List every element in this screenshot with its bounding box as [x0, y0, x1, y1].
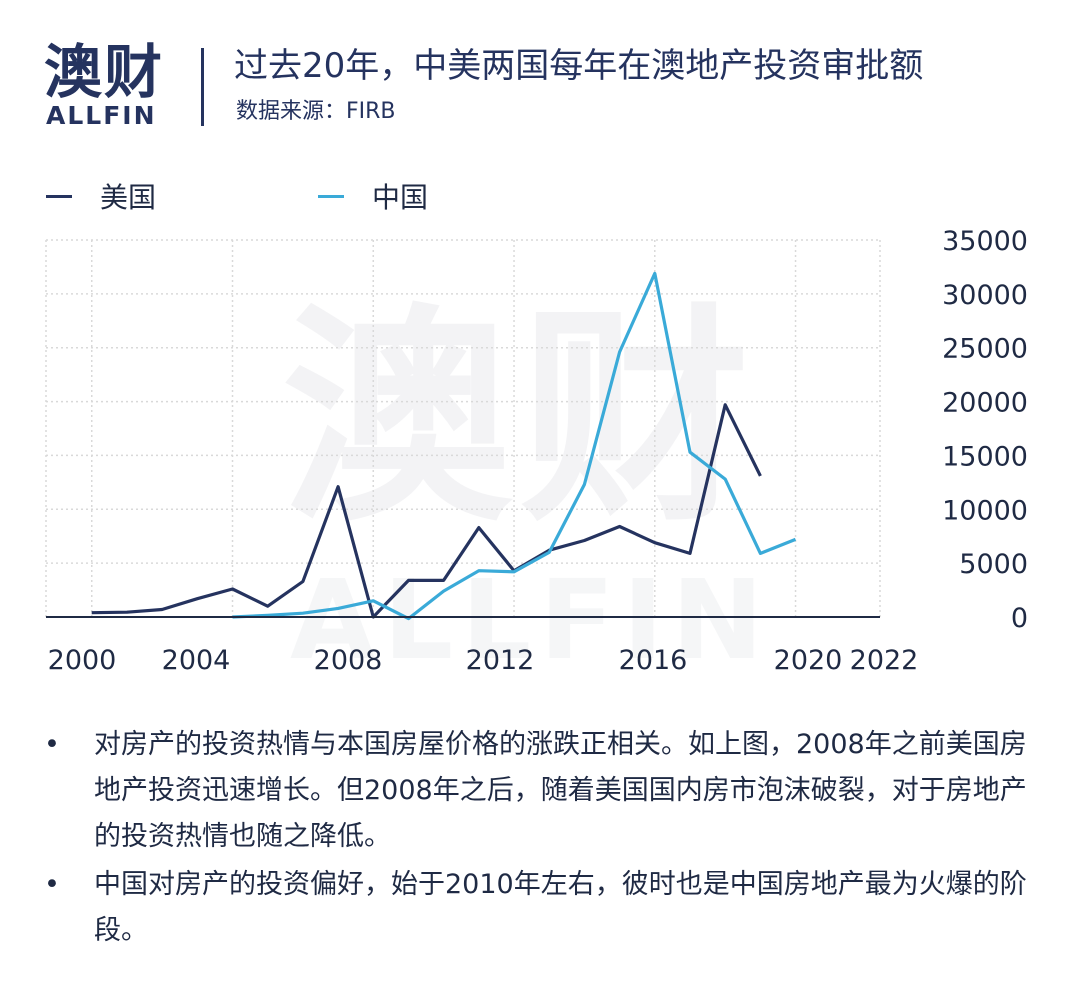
logo-divider: [201, 48, 204, 126]
y-tick-label: 25000: [942, 334, 1028, 365]
note-text: 中国对房产的投资偏好，始于2010年左右，彼时也是中国房地产最为火爆的阶段。: [94, 869, 1027, 946]
note-item: • 对房产的投资热情与本国房屋价格的涨跌正相关。如上图，2008年之前美国房地产投…: [44, 722, 1044, 860]
bullet-icon: •: [44, 869, 60, 900]
line-chart: 0 5000 10000 15000 20000 25000 30000 35000 2000 2…: [45, 226, 1028, 676]
logo-cn: 澳财: [44, 38, 165, 106]
legend-swatch-usa: [46, 194, 72, 198]
legend-label-usa: 美国: [100, 181, 157, 214]
logo-en: ALLFIN: [46, 101, 157, 130]
x-tick-label: 2004: [162, 645, 231, 676]
data-source: 数据来源：FIRB: [236, 99, 396, 124]
x-tick-label: 2022: [850, 645, 919, 676]
note-item: • 中国对房产的投资偏好，始于2010年左右，彼时也是中国房地产最为火爆的阶段。: [44, 862, 1044, 954]
x-tick-label: 2020: [774, 645, 843, 676]
note-text: 对房产的投资热情与本国房屋价格的涨跌正相关。如上图，2008年之前美国房地产投资…: [94, 729, 1027, 852]
notes-list: • 对房产的投资热情与本国房屋价格的涨跌正相关。如上图，2008年之前美国房地产投…: [44, 722, 1044, 956]
y-tick-label: 30000: [942, 280, 1028, 311]
x-tick-label: 2012: [466, 645, 535, 676]
y-tick-label: 5000: [959, 549, 1028, 580]
series-line-usa: [91, 403, 762, 619]
y-tick-label: 10000: [942, 495, 1028, 526]
x-tick-label: 2000: [48, 645, 117, 676]
chart-legend: 美国 中国: [0, 176, 1080, 216]
legend-item-china: 中国: [318, 176, 428, 216]
legend-swatch-china: [318, 194, 344, 198]
header: 澳财 ALLFIN 过去20年，中美两国每年在澳地产投资审批额 数据来源：FIR…: [0, 0, 1080, 140]
x-tick-label: 2008: [314, 645, 383, 676]
legend-item-usa: 美国: [46, 176, 156, 216]
legend-label-china: 中国: [372, 181, 429, 214]
bullet-icon: •: [44, 729, 60, 760]
y-tick-label: 20000: [942, 388, 1028, 419]
y-tick-label: 35000: [942, 226, 1028, 257]
page-title: 过去20年，中美两国每年在澳地产投资审批额: [234, 46, 924, 86]
y-tick-label: 0: [1011, 603, 1028, 634]
x-tick-label: 2016: [619, 645, 688, 676]
y-tick-label: 15000: [942, 441, 1028, 472]
